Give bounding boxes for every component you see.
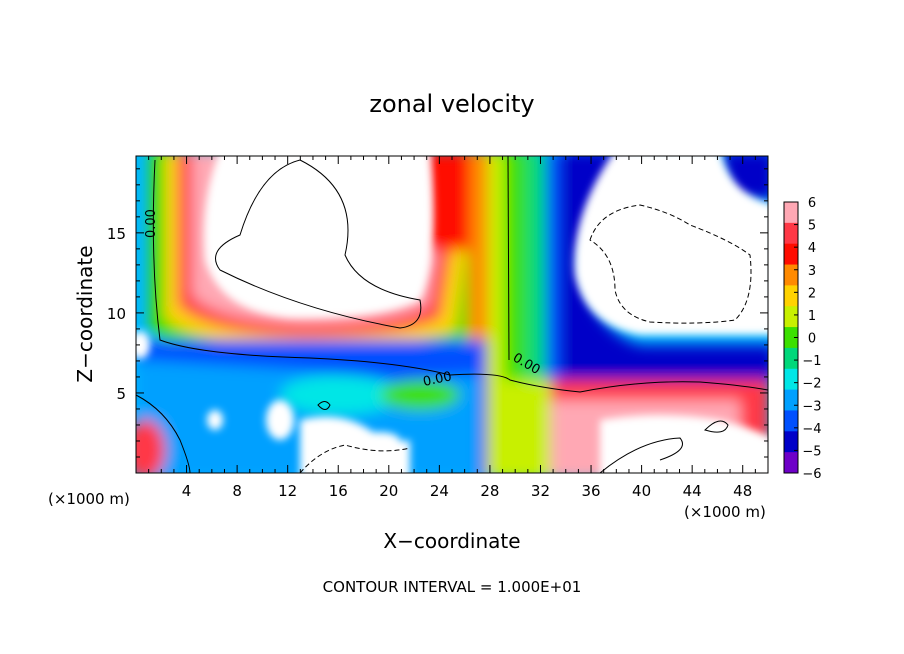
- x-tick-label: 20: [379, 482, 398, 500]
- x-tick-label: 16: [329, 482, 348, 500]
- chart-title: zonal velocity: [369, 90, 534, 118]
- x-tick-label: 32: [531, 482, 550, 500]
- x-axis-unit-right: (×1000 m): [684, 503, 766, 521]
- colorbar-segment: [784, 452, 798, 474]
- y-tick-label: 10: [107, 305, 126, 323]
- colorbar-segment: [784, 347, 798, 370]
- y-tick-label: 15: [107, 225, 126, 243]
- colorbar-tick-label: 4: [808, 241, 816, 256]
- x-tick-label: 44: [683, 482, 702, 500]
- contour-interval-note: CONTOUR INTERVAL = 1.000E+01: [323, 578, 582, 596]
- colorbar-segment: [784, 327, 798, 349]
- colorbar-tick-label: 3: [808, 264, 816, 279]
- colorbar-tick-label: 6: [808, 196, 816, 211]
- colorbar: 6 5 4 3 2 1 0 −1 −2 −3 −4 −5 −6: [783, 196, 822, 482]
- x-tick-label: 28: [480, 482, 499, 500]
- colorbar-tick-label: 2: [808, 286, 816, 301]
- contour-line: [507, 156, 510, 361]
- colorbar-segment: [784, 202, 798, 224]
- heatmap-field: 0.00 0.00 0.00: [136, 156, 768, 473]
- x-tick-label: 12: [278, 482, 297, 500]
- y-axis-label: Z−coordinate: [73, 245, 97, 382]
- colorbar-tick-label: −4: [802, 422, 821, 437]
- colorbar-segment: [784, 243, 798, 266]
- colorbar-tick-label: −6: [802, 467, 821, 482]
- x-axis-unit-left: (×1000 m): [48, 490, 130, 508]
- colorbar-segment: [784, 389, 798, 411]
- colorbar-tick-label: 5: [808, 219, 816, 234]
- colorbar-tick-label: −2: [802, 377, 821, 392]
- contour-line: [136, 394, 191, 473]
- colorbar-segment: [784, 222, 798, 245]
- contour-line: [152, 159, 768, 393]
- colorbar-tick-label: −5: [802, 444, 821, 459]
- colorbar-tick-label: 1: [808, 309, 816, 324]
- contour-line: [589, 204, 752, 324]
- colorbar-segment: [784, 264, 798, 286]
- x-tick-label: 36: [581, 482, 600, 500]
- colorbar-tick-label: −1: [802, 354, 821, 369]
- contour-line: [704, 420, 729, 433]
- x-tick-label: 4: [182, 482, 192, 500]
- x-tick-label: 8: [232, 482, 242, 500]
- colorbar-segment: [784, 410, 798, 432]
- colorbar-segment: [784, 285, 798, 307]
- contour-line: [215, 159, 422, 329]
- colorbar-tick-label: −3: [802, 399, 821, 414]
- contour-label: 0.00: [144, 209, 159, 238]
- colorbar-segment: [784, 431, 798, 453]
- y-tick-label: 5: [116, 385, 126, 403]
- x-tick-label: 48: [733, 482, 752, 500]
- x-tick-label: 40: [632, 482, 651, 500]
- colorbar-tick-label: 0: [808, 332, 816, 347]
- colorbar-segment: [784, 368, 798, 391]
- contour-line: [599, 437, 683, 473]
- contour-line: [299, 444, 411, 473]
- contour-label: 0.00: [422, 369, 453, 390]
- contour-line: [317, 401, 331, 410]
- x-tick-label: 24: [430, 482, 449, 500]
- x-axis-label: X−coordinate: [383, 529, 520, 553]
- colorbar-segment: [784, 306, 798, 328]
